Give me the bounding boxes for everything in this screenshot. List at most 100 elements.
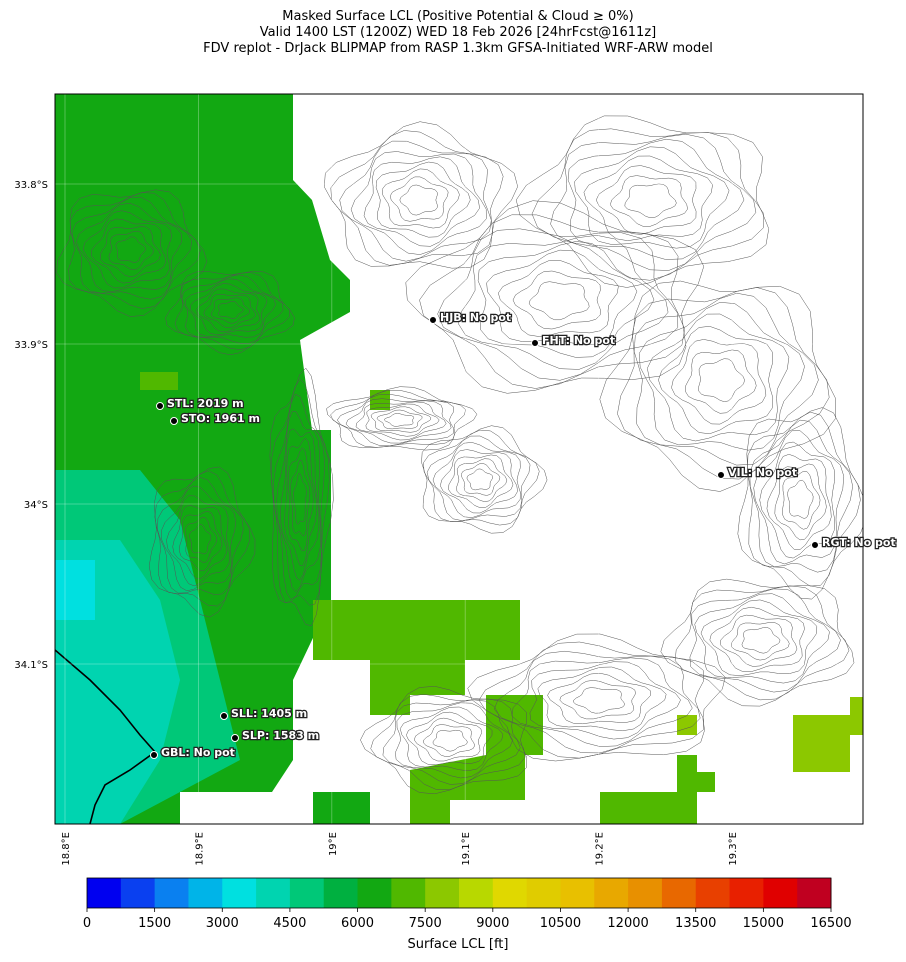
lat-tick-label: 33.8°S bbox=[14, 180, 48, 191]
contour bbox=[271, 378, 330, 606]
contour bbox=[76, 202, 182, 292]
contour bbox=[115, 236, 146, 263]
lon-tick-label: 19°E bbox=[328, 832, 339, 856]
contour bbox=[218, 301, 244, 319]
contour bbox=[381, 168, 460, 229]
lon-tick-label: 19.2°E bbox=[595, 832, 606, 866]
colorbar-tick-label: 10500 bbox=[540, 916, 581, 931]
contour bbox=[720, 614, 798, 667]
station-label: FHT: No pot bbox=[542, 334, 615, 347]
contour bbox=[406, 711, 493, 766]
title-line: Masked Surface LCL (Positive Potential &… bbox=[282, 9, 633, 24]
station-label: STO: 1961 m bbox=[181, 412, 260, 425]
contour bbox=[414, 717, 482, 762]
contour bbox=[432, 729, 468, 752]
station-dot bbox=[156, 402, 164, 410]
contour bbox=[172, 505, 227, 580]
contour bbox=[647, 313, 790, 442]
colorbar-segment bbox=[526, 878, 561, 908]
contour bbox=[694, 593, 830, 684]
colorbar-segment bbox=[154, 878, 189, 908]
station-label: HJB: No pot bbox=[440, 311, 511, 324]
contour bbox=[405, 200, 705, 394]
contour bbox=[157, 477, 244, 595]
colorbar-segment bbox=[120, 878, 156, 908]
lcl-patch bbox=[370, 390, 390, 410]
contour bbox=[547, 672, 651, 725]
colorbar-tick-label: 15000 bbox=[743, 916, 784, 931]
contour bbox=[196, 288, 260, 333]
contour bbox=[290, 459, 311, 537]
contour bbox=[330, 390, 466, 448]
contour bbox=[595, 165, 697, 235]
contour bbox=[466, 468, 493, 491]
station-label: VIL: No pot bbox=[728, 466, 797, 479]
station-label: SLL: 1405 m bbox=[231, 707, 307, 720]
station-dot bbox=[231, 734, 239, 742]
station-label: RGT: No pot bbox=[822, 536, 896, 549]
contour bbox=[336, 393, 454, 447]
colorbar-segment bbox=[729, 878, 764, 908]
lcl-patch bbox=[313, 792, 370, 824]
colorbar-tick-label: 6000 bbox=[341, 916, 374, 931]
contour bbox=[185, 278, 276, 338]
contour bbox=[774, 463, 827, 541]
contour bbox=[753, 430, 845, 565]
colorbar-segment bbox=[425, 878, 460, 908]
contour bbox=[531, 128, 764, 281]
contour bbox=[68, 192, 201, 309]
contour bbox=[399, 184, 438, 216]
contour bbox=[617, 287, 830, 480]
colorbar-segment bbox=[594, 878, 629, 908]
contour bbox=[384, 413, 415, 427]
contour bbox=[284, 438, 317, 567]
contour bbox=[448, 454, 514, 508]
contour bbox=[486, 249, 638, 346]
contour bbox=[91, 218, 167, 284]
contour bbox=[273, 393, 325, 600]
contour bbox=[326, 386, 478, 451]
map-frame bbox=[54, 93, 864, 825]
lcl-patch bbox=[140, 372, 178, 390]
lat-tick-label: 34.1°S bbox=[14, 660, 48, 671]
station-dot bbox=[220, 712, 228, 720]
contour bbox=[461, 463, 501, 496]
station-dot bbox=[811, 541, 819, 549]
lon-tick-label: 19.3°E bbox=[728, 832, 739, 866]
contour bbox=[700, 599, 818, 676]
lcl-patch bbox=[313, 600, 520, 715]
title-line: Valid 1400 LST (1200Z) WED 18 Feb 2026 [… bbox=[260, 25, 656, 40]
lon-tick-label: 18.8°E bbox=[61, 832, 72, 866]
contour bbox=[71, 196, 193, 300]
contour bbox=[610, 175, 688, 227]
colorbar-segment bbox=[87, 878, 122, 908]
colorbar-segment bbox=[661, 878, 697, 908]
colorbar-segment bbox=[323, 878, 359, 908]
colorbar-segment bbox=[628, 878, 663, 908]
colorbar-frame bbox=[86, 877, 832, 909]
contour bbox=[599, 280, 836, 492]
contour bbox=[350, 151, 487, 255]
contour bbox=[498, 260, 619, 337]
contour bbox=[456, 458, 508, 502]
contour bbox=[660, 578, 855, 707]
contour bbox=[574, 146, 730, 249]
contour bbox=[365, 403, 440, 437]
contour bbox=[161, 485, 237, 592]
contour bbox=[782, 471, 821, 530]
colorbar-segment bbox=[763, 878, 798, 908]
colorbar-segment bbox=[391, 878, 426, 908]
contour bbox=[567, 138, 745, 260]
station-dot bbox=[429, 316, 437, 324]
contour bbox=[512, 270, 601, 330]
colorbar-tick-label: 3000 bbox=[206, 916, 239, 931]
contour bbox=[203, 293, 256, 329]
contour bbox=[528, 281, 590, 321]
contour bbox=[689, 588, 841, 693]
contour bbox=[440, 449, 518, 514]
contour bbox=[709, 606, 805, 672]
colorbar-tick-label: 1500 bbox=[138, 916, 171, 931]
colorbar-segment bbox=[797, 878, 832, 908]
colorbar-segment bbox=[188, 878, 223, 908]
